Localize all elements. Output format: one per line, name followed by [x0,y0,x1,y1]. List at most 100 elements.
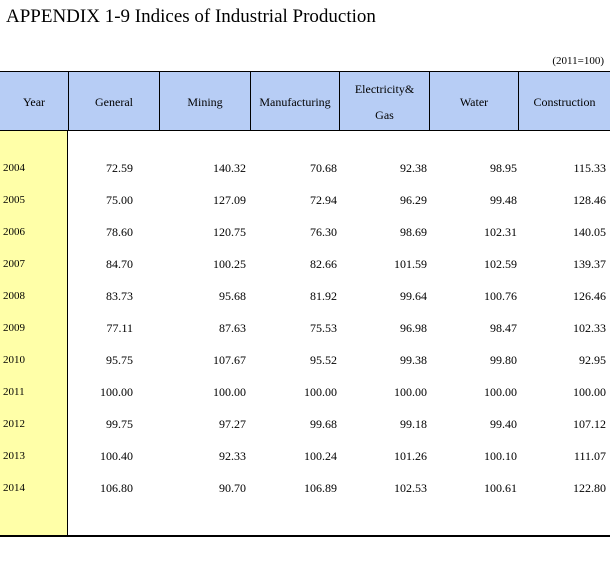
value-cell: 100.10 [484,449,517,463]
year-cell: 2005 [3,194,25,206]
value-cell: 99.38 [400,353,427,367]
value-cell: 100.00 [213,385,246,399]
page-title: APPENDIX 1-9 Indices of Industrial Produ… [6,6,376,27]
header-construction: Construction [533,94,596,109]
year-cell: 2014 [3,482,25,494]
value-cell: 70.68 [310,161,337,175]
value-cell: 99.48 [490,193,517,207]
table-row: 2014 106.80 90.70 106.89 102.53 100.61 122.80 [0,472,610,504]
value-cell: 140.05 [573,225,606,239]
value-cell: 92.33 [219,449,246,463]
value-cell: 102.59 [484,257,517,271]
value-cell: 83.73 [106,289,133,303]
value-cell: 99.18 [400,417,427,431]
value-cell: 122.80 [573,481,606,495]
value-cell: 72.59 [106,161,133,175]
value-cell: 95.68 [219,289,246,303]
value-cell: 99.80 [490,353,517,367]
year-cell: 2009 [3,322,25,334]
value-cell: 106.89 [304,481,337,495]
year-cell: 2013 [3,450,25,462]
year-cell: 2007 [3,258,25,270]
table-row: 2005 75.00 127.09 72.94 96.29 99.48 128.46 [0,184,610,216]
value-cell: 99.75 [106,417,133,431]
value-cell: 120.75 [213,225,246,239]
header-year: Year [22,94,46,109]
table-row: 2013 100.40 92.33 100.24 101.26 100.10 111.07 [0,440,610,472]
value-cell: 81.92 [310,289,337,303]
value-cell: 127.09 [213,193,246,207]
value-cell: 102.53 [394,481,427,495]
value-cell: 106.80 [100,481,133,495]
value-cell: 100.25 [213,257,246,271]
value-cell: 97.27 [219,417,246,431]
value-cell: 90.70 [219,481,246,495]
year-cell: 2008 [3,290,25,302]
value-cell: 98.69 [400,225,427,239]
year-cell: 2004 [3,162,25,174]
value-cell: 100.00 [394,385,427,399]
value-cell: 128.46 [573,193,606,207]
year-column-shade [0,131,68,536]
value-cell: 100.00 [484,385,517,399]
year-cell: 2006 [3,226,25,238]
value-cell: 99.68 [310,417,337,431]
value-cell: 75.53 [310,321,337,335]
value-cell: 98.47 [490,321,517,335]
value-cell: 92.95 [579,353,606,367]
value-cell: 72.94 [310,193,337,207]
header-gas-line: Gas [375,107,394,122]
value-cell: 82.66 [310,257,337,271]
table-row: 2009 77.11 87.63 75.53 96.98 98.47 102.33 [0,312,610,344]
value-cell: 100.40 [100,449,133,463]
bottom-rule [0,535,610,537]
year-cell: 2010 [3,354,25,366]
value-cell: 139.37 [573,257,606,271]
header-mining: Mining [187,94,223,109]
value-cell: 102.31 [484,225,517,239]
table-row: 2008 83.73 95.68 81.92 99.64 100.76 126.46 [0,280,610,312]
value-cell: 100.00 [100,385,133,399]
value-cell: 87.63 [219,321,246,335]
table-row: 2010 95.75 107.67 95.52 99.38 99.80 92.95 [0,344,610,376]
header-electricity-gas: Electricity& Gas [340,72,429,131]
value-cell: 100.00 [304,385,337,399]
value-cell: 98.95 [490,161,517,175]
value-cell: 102.33 [573,321,606,335]
value-cell: 78.60 [106,225,133,239]
value-cell: 126.46 [573,289,606,303]
table-header: Year General Mining Manufacturing Electr… [0,71,610,131]
value-cell: 101.59 [394,257,427,271]
header-manufacturing: Manufacturing [259,94,331,109]
value-cell: 75.00 [106,193,133,207]
header-electricity-line: Electricity& [354,81,415,96]
year-cell: 2011 [3,386,25,398]
value-cell: 100.76 [484,289,517,303]
value-cell: 107.12 [573,417,606,431]
value-cell: 84.70 [106,257,133,271]
table-row: 2012 99.75 97.27 99.68 99.18 99.40 107.12 [0,408,610,440]
value-cell: 111.07 [573,449,606,463]
value-cell: 76.30 [310,225,337,239]
header-general: General [95,94,133,109]
unit-note: (2011=100) [552,55,604,67]
value-cell: 115.33 [573,161,606,175]
value-cell: 99.64 [400,289,427,303]
value-cell: 101.26 [394,449,427,463]
value-cell: 96.98 [400,321,427,335]
table-row: 2007 84.70 100.25 82.66 101.59 102.59 139.37 [0,248,610,280]
table-row: 2011 100.00 100.00 100.00 100.00 100.00 100.00 [0,376,610,408]
value-cell: 100.24 [304,449,337,463]
value-cell: 92.38 [400,161,427,175]
table-row: 2004 72.59 140.32 70.68 92.38 98.95 115.33 [0,152,610,184]
value-cell: 140.32 [213,161,246,175]
value-cell: 99.40 [490,417,517,431]
value-cell: 100.00 [573,385,606,399]
table-row: 2006 78.60 120.75 76.30 98.69 102.31 140.05 [0,216,610,248]
header-water: Water [459,94,489,109]
value-cell: 96.29 [400,193,427,207]
value-cell: 95.75 [106,353,133,367]
value-cell: 95.52 [310,353,337,367]
value-cell: 100.61 [484,481,517,495]
value-cell: 77.11 [106,321,133,335]
